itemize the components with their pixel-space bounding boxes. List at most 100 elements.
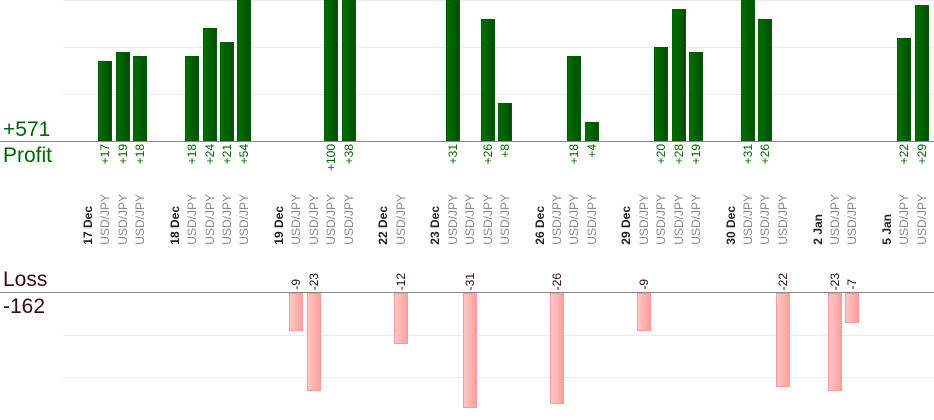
loss-value-label: -9 (637, 279, 651, 290)
pair-label: USD/JPY (446, 194, 460, 245)
pair-label: USD/JPY (897, 194, 911, 245)
pair-label: USD/JPY (845, 194, 859, 245)
profit-value-label: +17 (98, 144, 112, 165)
profit-bar (585, 122, 599, 141)
profit-bar (203, 28, 217, 141)
date-label: 17 Dec (81, 206, 95, 245)
profit-bar (672, 9, 686, 141)
profit-bar (220, 42, 234, 141)
profit-value-label: +19 (116, 144, 130, 165)
profit-value-label: +21 (220, 144, 234, 165)
loss-bar (394, 293, 408, 344)
profit-gridline (63, 47, 934, 48)
pair-label: USD/JPY (550, 194, 564, 245)
profit-bar (741, 0, 755, 141)
pair-label: USD/JPY (463, 194, 477, 245)
profit-value-label: +20 (654, 144, 668, 165)
pair-label: USD/JPY (567, 194, 581, 245)
loss-bar (845, 293, 859, 323)
pair-label: USD/JPY (689, 194, 703, 245)
loss-value-label: -22 (776, 272, 790, 290)
pair-label: USD/JPY (237, 194, 251, 245)
profit-bar (689, 52, 703, 141)
loss-bar (463, 293, 477, 408)
pair-label: USD/JPY (498, 194, 512, 245)
loss-gridline (63, 335, 934, 336)
pair-label: USD/JPY (394, 194, 408, 245)
profit-bar (98, 61, 112, 141)
pair-label: USD/JPY (324, 194, 338, 245)
profit-bar (324, 0, 338, 141)
profit-baseline (0, 141, 934, 142)
pair-label: USD/JPY (220, 194, 234, 245)
loss-value-label: -7 (845, 279, 859, 290)
pair-label: USD/JPY (741, 194, 755, 245)
pair-label: USD/JPY (654, 194, 668, 245)
profit-value-label: +31 (446, 144, 460, 165)
profit-value-label: +18 (133, 144, 147, 165)
profit-value-label: +100 (324, 144, 338, 172)
pair-label: USD/JPY (776, 194, 790, 245)
profit-bar (654, 47, 668, 141)
loss-value-label: -9 (289, 279, 303, 290)
profit-value-label: +18 (185, 144, 199, 165)
profit-value-label: +26 (758, 144, 772, 165)
pair-label: USD/JPY (289, 194, 303, 245)
profit-bar (342, 0, 356, 141)
pair-label: USD/JPY (307, 194, 321, 245)
profit-value-label: +38 (342, 144, 356, 165)
loss-bar (828, 293, 842, 391)
profit-value-label: +4 (585, 144, 599, 158)
profit-value-label: +31 (741, 144, 755, 165)
profit-bar (915, 5, 929, 141)
pair-label: USD/JPY (828, 194, 842, 245)
loss-bar (307, 293, 321, 391)
loss-bar (550, 293, 564, 404)
profit-value-label: +54 (237, 144, 251, 165)
pair-label: USD/JPY (203, 194, 217, 245)
profit-value-label: +28 (672, 144, 686, 165)
profit-bar (237, 0, 251, 141)
profit-value-label: +18 (567, 144, 581, 165)
profit-label: Profit (3, 144, 53, 167)
profit-bar (498, 103, 512, 141)
pair-label: USD/JPY (185, 194, 199, 245)
profit-bar (133, 56, 147, 141)
profit-bar (185, 56, 199, 141)
loss-bar (776, 293, 790, 387)
loss-label: Loss (3, 268, 48, 291)
loss-value-label: -12 (394, 272, 408, 290)
loss-value-label: -26 (550, 272, 564, 290)
pair-label: USD/JPY (672, 194, 686, 245)
profit-value-label: +26 (481, 144, 495, 165)
loss-baseline (0, 292, 934, 293)
pair-label: USD/JPY (481, 194, 495, 245)
loss-bar (637, 293, 651, 331)
pair-label: USD/JPY (342, 194, 356, 245)
pair-label: USD/JPY (116, 194, 130, 245)
date-label: 29 Dec (619, 206, 633, 245)
pair-label: USD/JPY (585, 194, 599, 245)
profit-bar (567, 56, 581, 141)
loss-value-label: -23 (828, 272, 842, 290)
pair-label: USD/JPY (133, 194, 147, 245)
profit-bar (446, 0, 460, 141)
profit-bar (897, 38, 911, 141)
profit-value-label: +19 (689, 144, 703, 165)
profit-value-label: +8 (498, 144, 512, 158)
date-label: 30 Dec (724, 206, 738, 245)
profit-bar (116, 52, 130, 141)
profit-bar (758, 19, 772, 141)
loss-bar (289, 293, 303, 331)
profit-value-label: +24 (203, 144, 217, 165)
pair-label: USD/JPY (637, 194, 651, 245)
loss-value-label: -23 (307, 272, 321, 290)
date-label: 5 Jan (880, 214, 894, 245)
date-label: 23 Dec (428, 206, 442, 245)
profit-total: +571 (3, 118, 51, 141)
pair-label: USD/JPY (98, 194, 112, 245)
date-label: 18 Dec (168, 206, 182, 245)
profit-gridline (63, 0, 934, 1)
date-label: 19 Dec (272, 206, 286, 245)
date-label: 2 Jan (811, 214, 825, 245)
